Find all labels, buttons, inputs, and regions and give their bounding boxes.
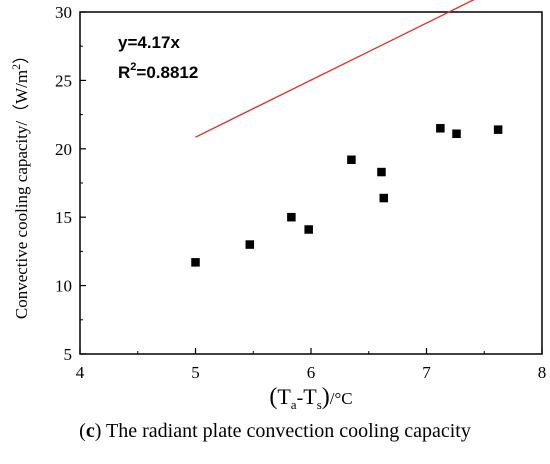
figure-caption: (c) The radiant plate convection cooling… xyxy=(79,420,471,442)
data-point xyxy=(377,167,386,177)
data-point xyxy=(493,125,503,134)
x-tick-label: 7 xyxy=(422,363,431,382)
data-point xyxy=(347,155,356,164)
x-axis-title: (Ta-Ts)/°C xyxy=(269,384,352,412)
x-tick-label: 6 xyxy=(307,363,316,382)
x-tick-label: 8 xyxy=(538,363,547,382)
caption-text: The radiant plate convection cooling cap… xyxy=(101,420,471,442)
x-tick-label: 5 xyxy=(191,363,200,382)
points-layer xyxy=(191,124,503,267)
y-tick-label: 30 xyxy=(55,3,72,22)
equation-label: y=4.17x xyxy=(118,33,180,52)
fit-layer xyxy=(195,0,475,138)
data-point xyxy=(379,193,389,203)
y-tick-label: 25 xyxy=(55,71,72,90)
data-point xyxy=(287,212,296,222)
fit-line xyxy=(195,0,475,138)
data-point xyxy=(452,129,461,139)
data-point xyxy=(304,225,313,234)
caption-letter: c xyxy=(85,420,95,442)
x-tick-label: 4 xyxy=(76,363,85,382)
data-point xyxy=(436,124,445,133)
data-point xyxy=(191,258,200,267)
y-tick-label: 10 xyxy=(55,277,72,296)
r-squared-label: R2=0.8812 xyxy=(118,61,198,82)
y-tick-label: 20 xyxy=(55,140,72,159)
data-point xyxy=(245,240,255,249)
y-tick-label: 15 xyxy=(55,208,72,227)
y-tick-label: 5 xyxy=(64,345,73,364)
y-axis-title: Convective cooling capacity/（W/m2） xyxy=(9,47,31,319)
